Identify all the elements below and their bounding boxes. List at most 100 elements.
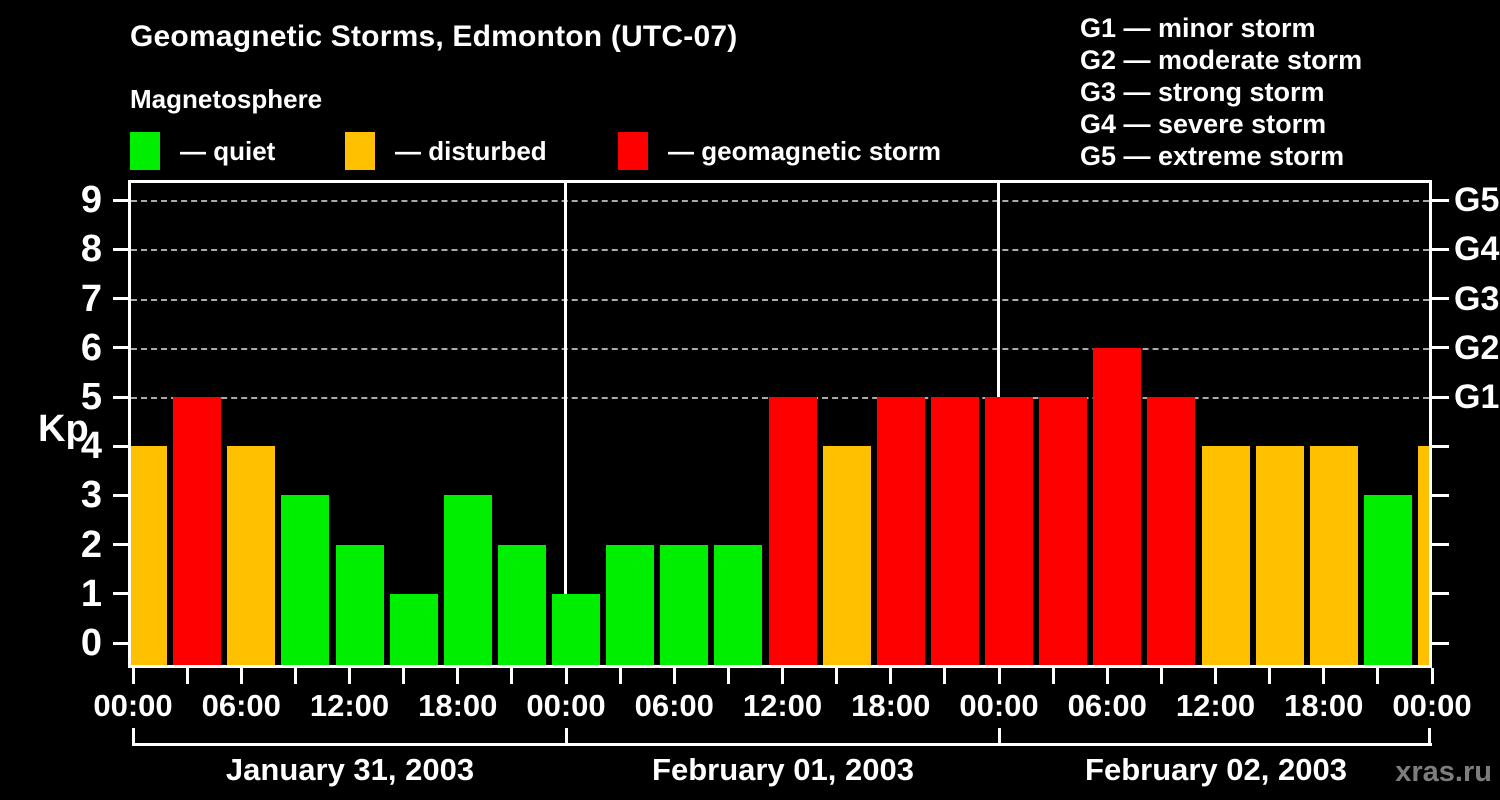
x-tick-label: 18:00 — [1284, 688, 1364, 723]
right-axis-tick — [1432, 247, 1449, 251]
legend-label-quiet: — quiet — [180, 135, 276, 166]
axis-line-bottom — [128, 665, 1432, 668]
right-axis-tick — [1432, 198, 1449, 202]
y-axis-label: Kp — [38, 408, 89, 450]
y-tick-label: 0 — [80, 622, 102, 664]
x-tick-label: 00:00 — [93, 688, 173, 723]
y-axis-tick — [113, 592, 131, 596]
kp-bar — [985, 397, 1033, 665]
y-tick-label: 4 — [80, 425, 102, 468]
x-axis-tick — [618, 668, 622, 684]
kp-bar — [1309, 446, 1358, 665]
x-tick-label: 00:00 — [959, 688, 1039, 723]
date-label-day3: February 02, 2003 — [1085, 752, 1347, 787]
axis-line-top — [128, 180, 1432, 183]
g-level-label: G1 — [1454, 378, 1500, 416]
kp-bar — [497, 544, 546, 665]
date-bracket-tick — [564, 728, 568, 746]
y-axis-tick — [113, 198, 131, 202]
day-separator — [564, 183, 567, 665]
kp-gridline — [131, 249, 1429, 252]
legend-item-storm: — geomagnetic storm — [618, 131, 941, 171]
date-label-day2: February 01, 2003 — [652, 752, 914, 787]
kp-gridline — [131, 347, 1429, 350]
kp-gridline — [131, 200, 1429, 203]
x-axis-tick — [1159, 668, 1163, 684]
x-tick-label: 06:00 — [201, 688, 281, 723]
legend-item-disturbed: — disturbed — [345, 131, 547, 171]
kp-bar — [930, 397, 979, 665]
x-tick-label: 06:00 — [634, 688, 714, 723]
x-axis-tick — [1268, 668, 1272, 684]
kp-bar — [335, 544, 384, 665]
kp-gridline — [131, 298, 1429, 301]
kp-bar — [389, 593, 438, 665]
kp-bar — [281, 495, 330, 665]
x-axis-tick — [943, 668, 947, 684]
x-axis-tick — [1051, 668, 1055, 684]
kp-bar — [606, 544, 655, 665]
x-axis-tick — [1322, 668, 1326, 684]
y-axis-tick — [113, 493, 131, 497]
right-axis-tick — [1432, 493, 1449, 497]
x-axis-tick — [239, 668, 243, 684]
x-tick-label: 12:00 — [1175, 688, 1256, 723]
x-axis-tick — [456, 668, 460, 684]
right-axis-tick — [1432, 592, 1449, 596]
g-level-label: G3 — [1454, 279, 1500, 318]
x-axis-tick — [835, 668, 839, 684]
y-axis-tick — [113, 444, 131, 448]
right-axis-tick — [1432, 543, 1449, 547]
g-scale-item-g3: G3 — strong storm — [1080, 77, 1325, 107]
y-axis-tick — [113, 395, 131, 399]
y-axis-tick — [113, 641, 131, 645]
y-axis-tick — [113, 247, 131, 251]
right-axis-tick — [1432, 641, 1449, 645]
right-axis-tick — [1432, 444, 1449, 448]
x-axis-tick — [402, 668, 406, 684]
kp-bar — [552, 593, 600, 665]
kp-bar — [1363, 495, 1412, 665]
g-scale-item-g2: G2 — moderate storm — [1080, 45, 1363, 75]
storm-color-swatch — [618, 132, 648, 170]
legend-label-storm: — geomagnetic storm — [668, 135, 942, 166]
g-scale-item-g1: G1 — minor storm — [1080, 13, 1316, 43]
x-axis-tick — [131, 668, 135, 684]
g-scale-item-g5: G5 — extreme storm — [1080, 141, 1345, 171]
y-tick-label: 8 — [80, 228, 102, 271]
right-axis-tick — [1432, 395, 1449, 399]
x-axis-tick — [293, 668, 297, 684]
y-tick-label: 6 — [80, 326, 102, 369]
x-axis-tick — [510, 668, 514, 684]
plot-area — [131, 183, 1429, 665]
y-axis-tick — [113, 543, 131, 547]
x-axis-tick — [185, 668, 189, 684]
kp-bar — [1147, 397, 1196, 665]
watermark: xras.ru — [1395, 756, 1492, 788]
date-bracket — [133, 743, 1432, 746]
date-bracket-tick — [997, 728, 1001, 746]
quiet-color-swatch — [130, 132, 160, 170]
x-tick-label: 18:00 — [418, 688, 498, 723]
x-tick-label: 18:00 — [851, 688, 931, 723]
g-level-label: G2 — [1454, 328, 1500, 367]
disturbed-color-swatch — [345, 132, 375, 170]
kp-bar — [714, 544, 763, 665]
g-level-label: G4 — [1454, 230, 1500, 269]
kp-bar — [173, 397, 222, 665]
x-tick-label: 00:00 — [1392, 688, 1472, 723]
kp-bar — [1093, 347, 1142, 665]
y-tick-label: 3 — [80, 474, 102, 517]
x-axis-tick — [1214, 668, 1217, 684]
kp-bar — [1255, 446, 1304, 665]
y-tick-label: 9 — [80, 179, 102, 222]
kp-bar — [227, 446, 276, 665]
kp-bar — [822, 446, 871, 665]
y-tick-label: 5 — [80, 376, 102, 418]
kp-bar — [876, 397, 925, 665]
y-tick-label: 2 — [80, 523, 102, 566]
legend-label-disturbed: — disturbed — [395, 135, 547, 166]
x-axis-tick — [1105, 668, 1109, 684]
right-axis-tick — [1432, 346, 1449, 350]
